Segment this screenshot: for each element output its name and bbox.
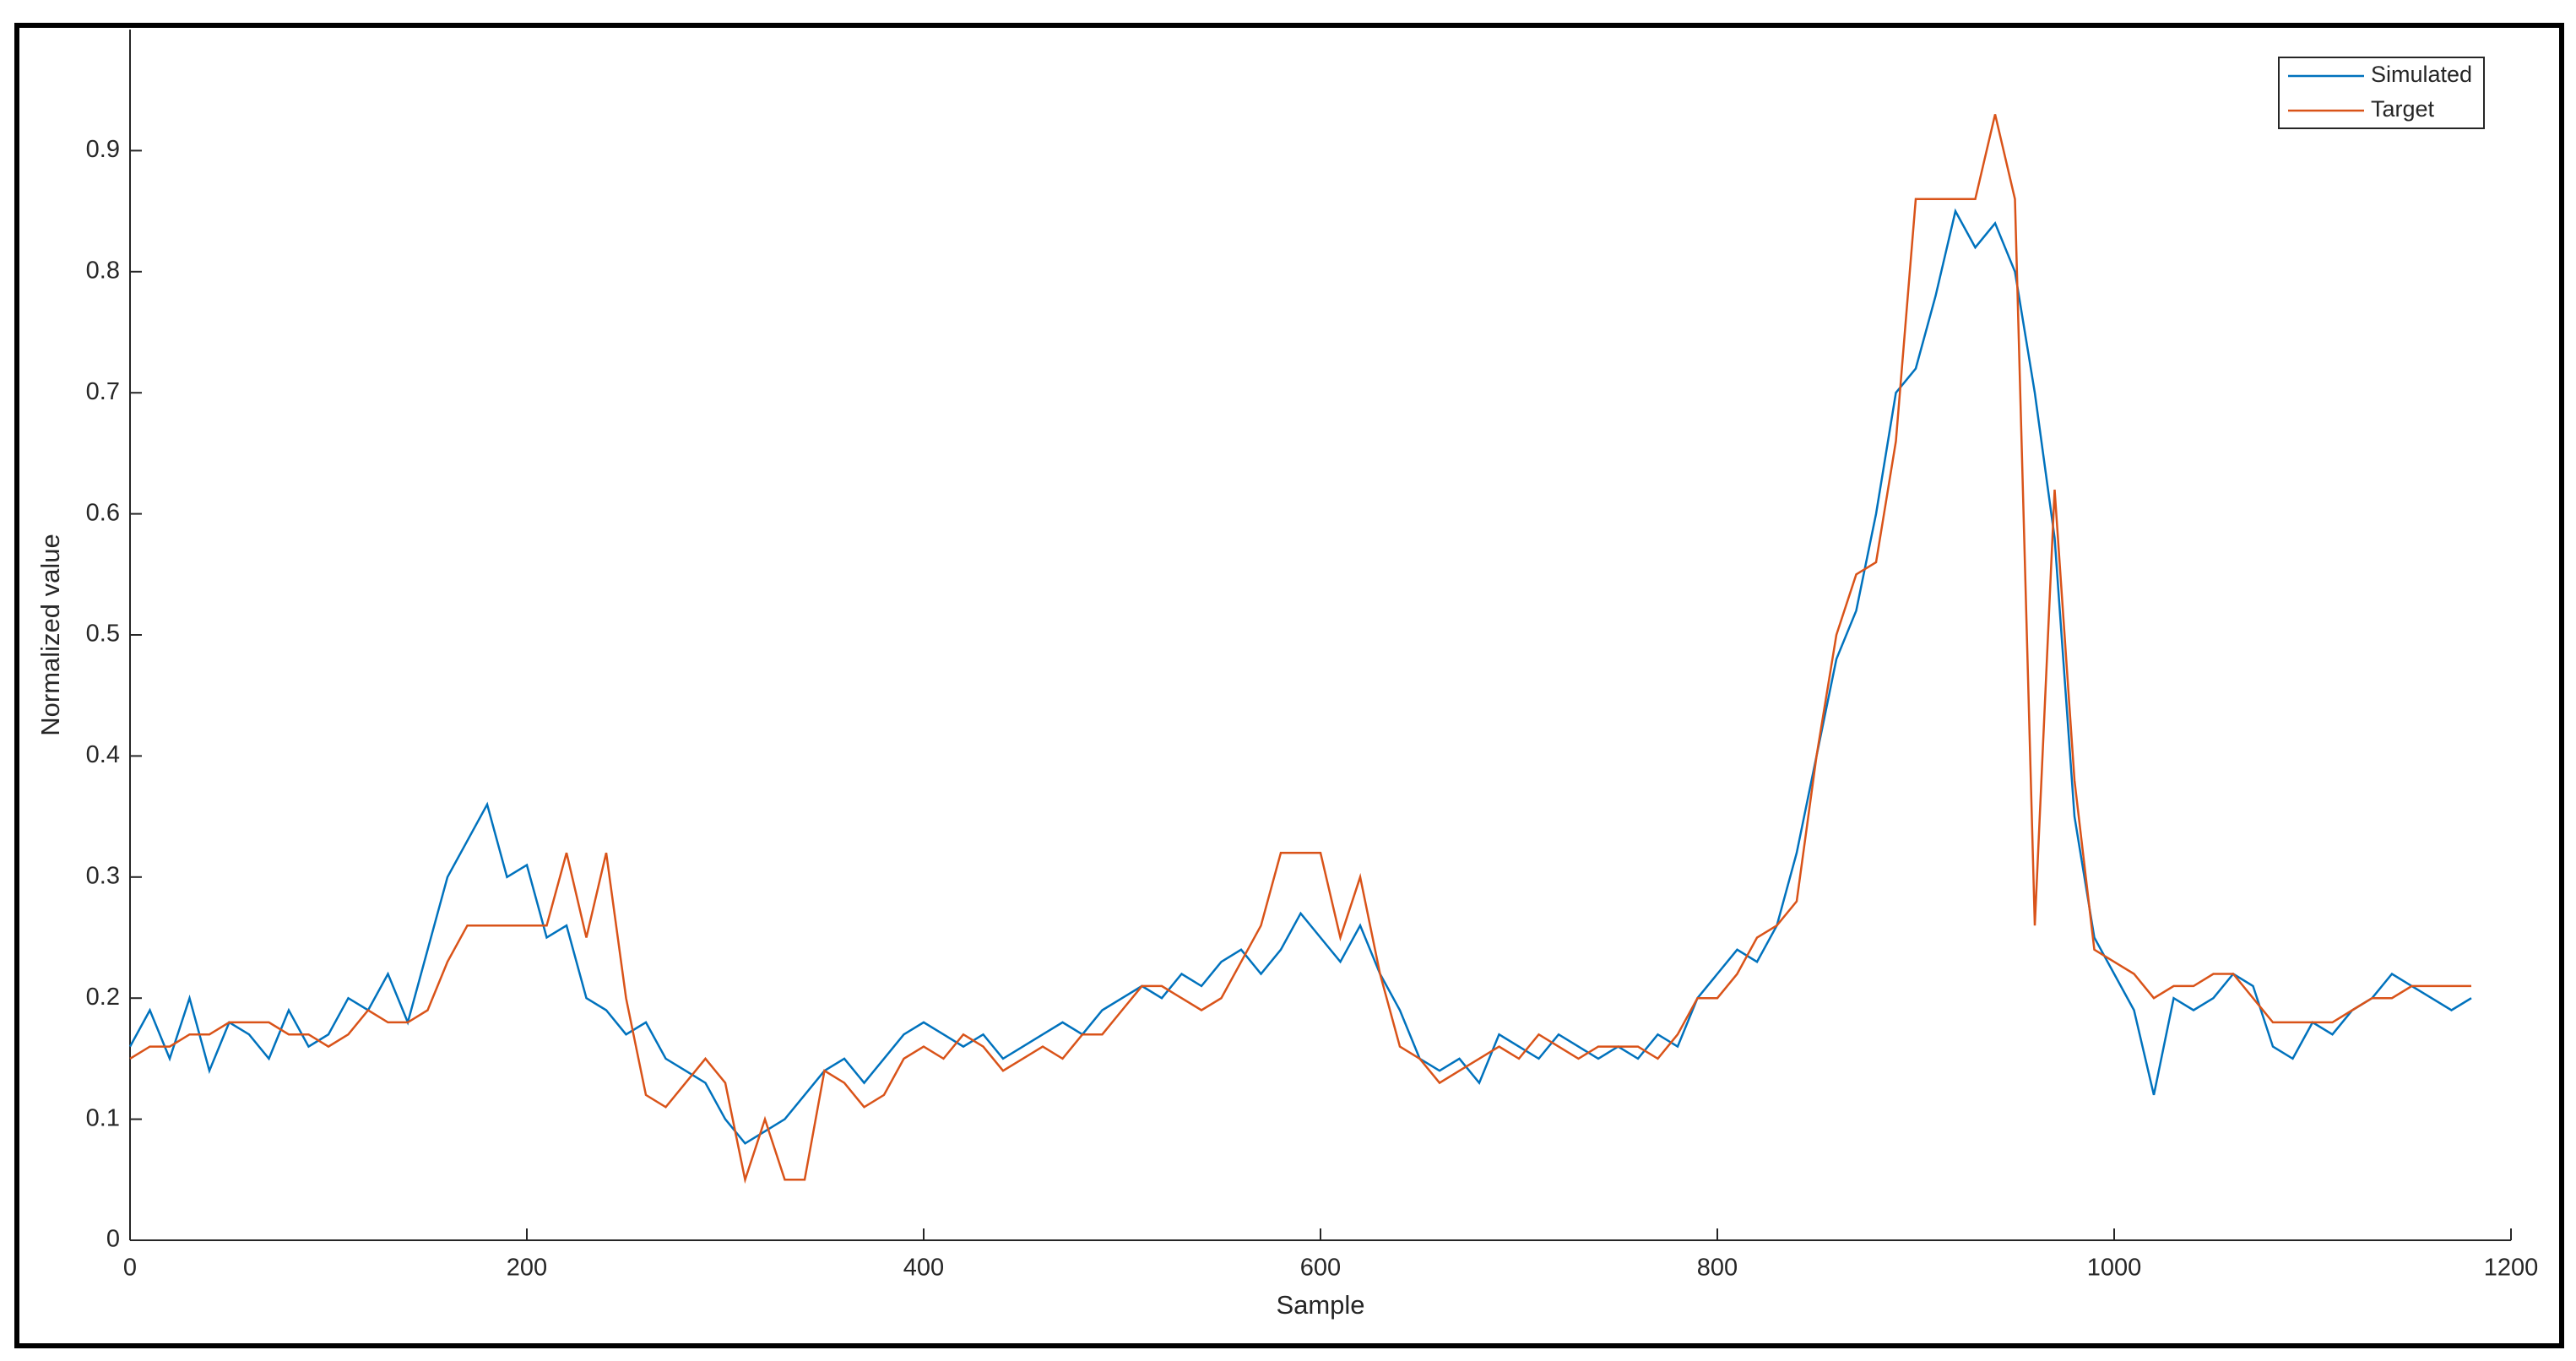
legend-box	[2278, 57, 2485, 129]
y-tick-label: 0.3	[86, 862, 120, 889]
x-axis-label: Sample	[1276, 1290, 1364, 1320]
x-tick-label: 1200	[2484, 1255, 2539, 1282]
y-tick-label: 0.4	[86, 741, 120, 768]
y-tick-label: 0.6	[86, 499, 120, 526]
y-tick-label: 0.7	[86, 378, 120, 405]
y-tick-label: 0.5	[86, 621, 120, 648]
y-tick-label: 0.8	[86, 257, 120, 284]
x-tick-label: 800	[1697, 1255, 1738, 1282]
plot-area	[128, 114, 2472, 1185]
x-tick-label: 400	[903, 1255, 944, 1282]
x-tick-label: 200	[507, 1255, 547, 1282]
y-tick-label: 0	[106, 1226, 120, 1253]
x-tick-label: 600	[1300, 1255, 1341, 1282]
legend-label: Target	[2371, 96, 2435, 122]
series-line	[128, 208, 2472, 1145]
x-tick-label: 1000	[2087, 1255, 2142, 1282]
y-tick-label: 0.1	[86, 1104, 120, 1131]
y-tick-label: 0.2	[86, 984, 120, 1011]
legend-label: Simulated	[2371, 62, 2472, 87]
frame	[14, 23, 2564, 1348]
y-axis-label: Normalized value	[35, 534, 65, 736]
series-line	[129, 114, 2471, 1185]
legend: Simulated Target	[2278, 57, 2485, 129]
y-tick-label: 0.9	[86, 136, 120, 163]
x-tick-label: 0	[123, 1255, 137, 1282]
